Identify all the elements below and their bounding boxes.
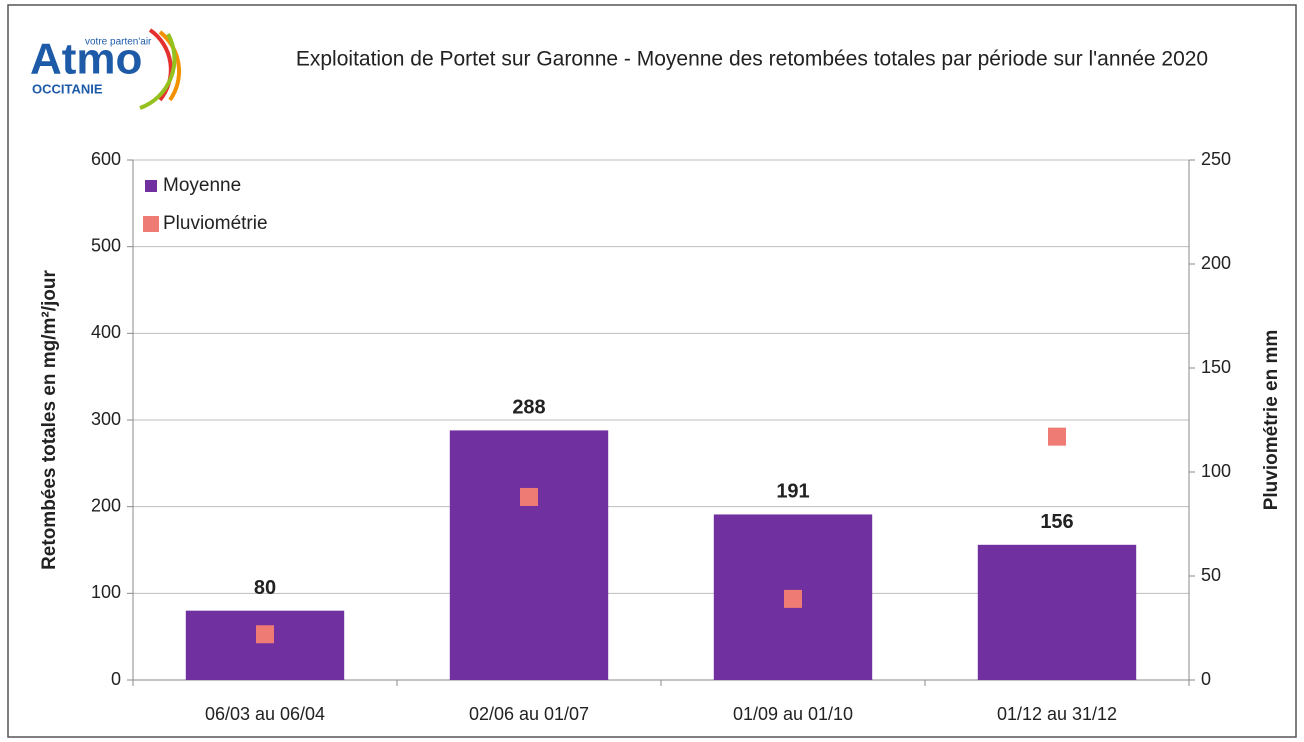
y2-tick-label: 0	[1201, 669, 1211, 689]
logo-region: OCCITANIE	[32, 81, 103, 96]
y-axis-label: Retombées totales en mg/m²/jour	[39, 269, 60, 569]
marker	[1048, 427, 1066, 446]
logo-arc	[158, 30, 182, 102]
logo-tagline: votre parten'air	[85, 37, 152, 48]
y-tick-label: 0	[111, 669, 121, 689]
y2-tick-label: 150	[1201, 357, 1231, 377]
x-tick-label: 06/03 au 06/04	[205, 704, 325, 724]
y-tick-label: 400	[91, 322, 121, 342]
y-tick-label: 300	[91, 409, 121, 429]
legend-swatch	[143, 216, 159, 232]
marker	[520, 487, 538, 506]
data-label: 288	[512, 397, 545, 419]
y-tick-label: 200	[91, 495, 121, 515]
data-label: 156	[1040, 511, 1073, 533]
x-tick-label: 01/12 au 31/12	[997, 704, 1117, 724]
y2-tick-label: 250	[1201, 149, 1231, 169]
marker	[256, 625, 274, 644]
chart-title: Exploitation de Portet sur Garonne - Moy…	[296, 48, 1208, 71]
x-tick-label: 01/09 au 01/10	[733, 704, 853, 724]
bar	[185, 610, 345, 680]
y2-tick-label: 200	[1201, 253, 1231, 273]
logo: Atmo votre parten'air OCCITANIE	[30, 28, 182, 110]
y-tick-label: 500	[91, 235, 121, 255]
y2-tick-label: 100	[1201, 461, 1231, 481]
x-tick-label: 02/06 au 01/07	[469, 704, 589, 724]
y2-tick-label: 50	[1201, 565, 1221, 585]
legend-label: Moyenne	[163, 175, 241, 196]
legend-swatch	[145, 180, 157, 192]
y2-axis-label: Pluviométrie en mm	[1261, 330, 1282, 511]
bar	[449, 430, 609, 680]
logo-arc	[139, 33, 177, 110]
marker	[784, 589, 802, 608]
y-tick-label: 600	[91, 149, 121, 169]
y-tick-label: 100	[91, 582, 121, 602]
bar	[977, 544, 1137, 680]
logo-arc	[148, 28, 173, 102]
data-label: 80	[254, 577, 276, 599]
legend-label: Pluviométrie	[163, 213, 268, 234]
logo-name: Atmo	[30, 35, 142, 84]
data-label: 191	[776, 481, 809, 503]
